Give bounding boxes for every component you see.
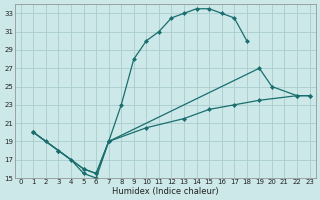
X-axis label: Humidex (Indice chaleur): Humidex (Indice chaleur) — [112, 187, 219, 196]
